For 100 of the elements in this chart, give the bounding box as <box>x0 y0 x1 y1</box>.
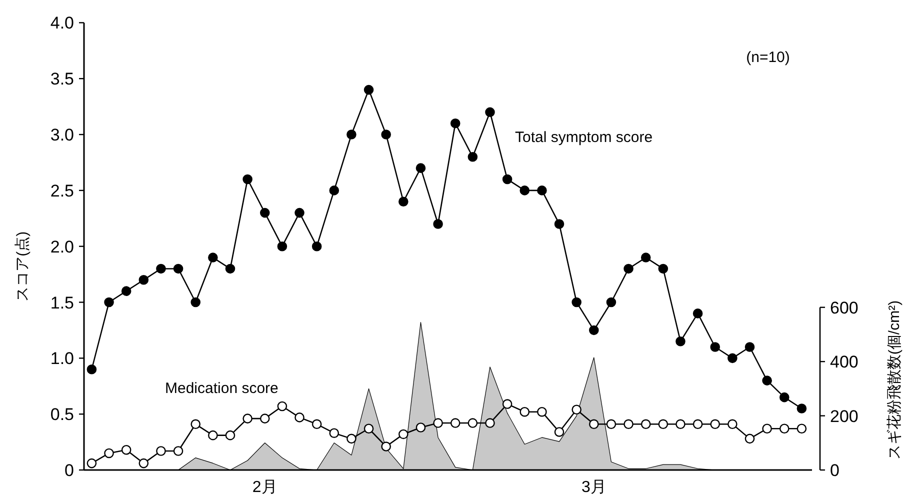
point <box>433 418 443 428</box>
y-tick-label: 4.0 <box>50 14 74 33</box>
point <box>658 419 668 430</box>
point <box>728 419 738 430</box>
point <box>364 424 374 434</box>
point <box>572 297 582 308</box>
point <box>676 419 686 430</box>
point <box>728 353 738 364</box>
point <box>260 208 270 218</box>
point <box>588 419 599 430</box>
point <box>225 430 236 440</box>
point <box>190 297 200 308</box>
point <box>744 434 755 444</box>
point <box>86 364 97 374</box>
point <box>710 342 720 352</box>
point <box>710 419 720 430</box>
point <box>520 406 530 417</box>
point <box>779 424 790 434</box>
y-tick-label: 2.0 <box>50 237 74 256</box>
y-tick-label: 0 <box>64 461 74 480</box>
x-tick-label: 2月 <box>252 479 278 496</box>
point <box>416 163 426 173</box>
point <box>692 308 703 318</box>
point <box>225 264 236 274</box>
point <box>398 429 408 440</box>
point <box>520 186 530 196</box>
point <box>277 241 288 252</box>
point <box>450 118 460 128</box>
point <box>346 434 356 444</box>
point <box>796 424 807 434</box>
point <box>572 404 582 415</box>
point <box>502 399 512 409</box>
point <box>762 376 772 386</box>
point <box>242 414 252 424</box>
series-label: Total symptom score <box>515 129 653 146</box>
point <box>398 196 408 207</box>
point <box>606 297 616 308</box>
y-tick-label: 3.0 <box>50 126 74 145</box>
point <box>173 264 184 274</box>
y2-axis-title: スギ花粉飛散数(個/cm²) <box>886 300 903 460</box>
point <box>692 419 703 430</box>
y-tick-label: 3.5 <box>50 70 74 89</box>
point <box>173 446 184 456</box>
point <box>640 252 651 262</box>
point <box>502 174 512 184</box>
annotation: (n=10) <box>746 49 790 66</box>
point <box>485 418 495 428</box>
point <box>640 419 651 430</box>
point <box>624 264 634 274</box>
y-axis-title: スコア(点) <box>14 231 31 302</box>
point <box>138 274 149 285</box>
point <box>537 186 547 196</box>
series-label: Medication score <box>165 380 278 397</box>
y2-tick-label: 200 <box>830 406 858 426</box>
y2-tick-label: 400 <box>830 352 858 372</box>
point <box>208 430 218 440</box>
point <box>779 392 790 402</box>
point <box>138 458 149 468</box>
point <box>416 422 426 432</box>
y2-tick-label: 600 <box>830 298 858 318</box>
point <box>676 336 686 346</box>
point <box>346 130 356 140</box>
point <box>537 406 547 417</box>
point <box>606 419 616 430</box>
point <box>624 419 634 430</box>
point <box>364 84 374 95</box>
y-tick-label: 1.0 <box>50 349 74 368</box>
point <box>260 414 270 424</box>
point <box>312 241 322 252</box>
point <box>329 428 340 438</box>
point <box>796 404 807 414</box>
y-tick-label: 0.5 <box>50 405 74 424</box>
point <box>121 286 132 296</box>
point <box>104 297 114 308</box>
point <box>381 442 391 452</box>
point <box>104 448 114 458</box>
point <box>433 219 443 229</box>
point <box>156 264 166 274</box>
point <box>329 186 340 196</box>
point <box>294 412 304 422</box>
point <box>554 219 564 229</box>
point <box>156 446 166 456</box>
point <box>294 208 304 218</box>
x-tick-label: 3月 <box>581 479 606 496</box>
point <box>381 130 391 140</box>
point <box>208 252 218 262</box>
point <box>744 342 755 352</box>
point <box>121 444 132 455</box>
point <box>450 418 460 428</box>
point <box>468 418 478 428</box>
point <box>658 264 668 274</box>
point <box>312 419 322 430</box>
point <box>468 152 478 162</box>
point <box>588 325 599 336</box>
y-tick-label: 1.5 <box>50 293 74 312</box>
point <box>762 424 772 434</box>
point <box>242 174 252 184</box>
y-tick-label: 2.5 <box>50 181 74 200</box>
y2-tick-label: 0 <box>830 461 840 480</box>
point <box>554 427 564 437</box>
